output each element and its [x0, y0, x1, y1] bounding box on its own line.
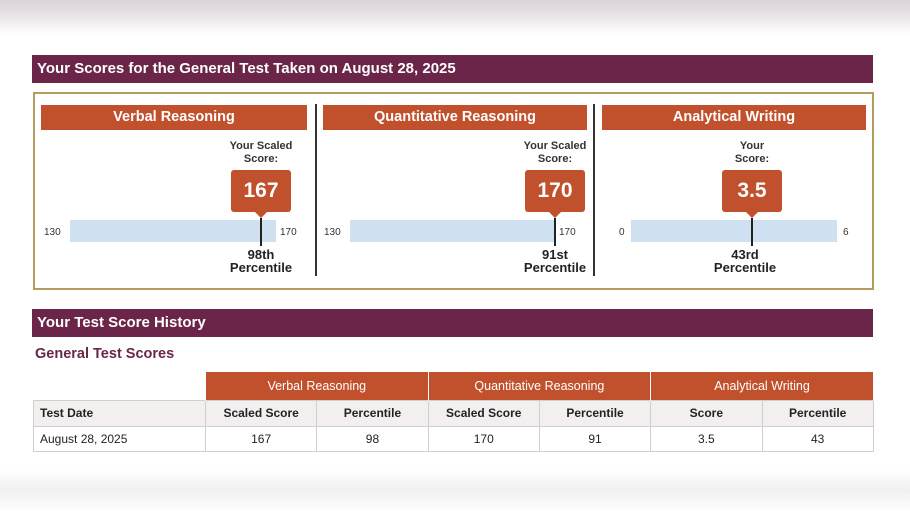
table-row: August 28, 2025 167 98 170 91 3.5 43 — [33, 425, 874, 452]
history-subtitle: General Test Scores — [35, 346, 175, 362]
verbal-score-caption: Your Scaled Score: — [216, 140, 306, 166]
percentile-word: Percentile — [523, 260, 587, 275]
percentile-value: 43rd — [731, 247, 759, 262]
writing-percentile: 43rd Percentile — [700, 248, 790, 274]
table-cell: 98 — [316, 425, 429, 452]
writing-score-marker — [751, 218, 753, 246]
writing-scale-min: 0 — [619, 227, 625, 238]
score-history-table: Verbal Reasoning Quantitative Reasoning … — [33, 372, 874, 452]
writing-scale-bar — [631, 220, 837, 242]
quant-scale-min: 130 — [324, 227, 341, 238]
table-header-cell: Test Date — [33, 399, 206, 427]
bottom-edge-shadow — [0, 470, 910, 512]
table-cell: 43 — [761, 425, 874, 452]
history-section-title: Your Test Score History — [32, 309, 873, 337]
caption-line: Your Scaled — [229, 140, 293, 152]
writing-score-box: 3.5 — [722, 170, 782, 218]
quant-percentile: 91st Percentile — [510, 248, 600, 274]
table-header-cell: Percentile — [538, 399, 652, 427]
scores-section-title: Your Scores for the General Test Taken o… — [32, 55, 873, 83]
table-header-cell: Percentile — [316, 399, 429, 427]
caption-line: Your — [739, 140, 765, 152]
quant-panel-title: Quantitative Reasoning — [323, 105, 587, 130]
table-cell-test-date: August 28, 2025 — [33, 425, 206, 452]
verbal-scale-bar — [70, 220, 276, 242]
top-edge-shadow — [0, 0, 910, 34]
table-cell: 167 — [204, 425, 318, 452]
writing-score-caption: Your Score: — [707, 140, 797, 166]
percentile-word: Percentile — [229, 260, 293, 275]
verbal-scale-max: 170 — [280, 227, 297, 238]
caption-line: Score: — [734, 153, 770, 165]
quant-score-box: 170 — [525, 170, 585, 218]
percentile-value: 91st — [541, 247, 569, 262]
quant-panel: Quantitative Reasoning Your Scaled Score… — [317, 94, 595, 288]
table-header-cell: Scaled Score — [427, 399, 540, 427]
verbal-panel-title: Verbal Reasoning — [41, 105, 307, 130]
panel-divider — [315, 104, 317, 276]
table-group-blank — [33, 372, 206, 400]
table-group-verbal: Verbal Reasoning — [205, 372, 429, 400]
table-cell: 3.5 — [650, 425, 763, 452]
percentile-word: Percentile — [713, 260, 777, 275]
table-header-row: Test Date Scaled Score Percentile Scaled… — [33, 399, 874, 427]
quant-score-marker — [554, 218, 556, 246]
verbal-percentile: 98th Percentile — [216, 248, 306, 274]
table-cell: 91 — [538, 425, 652, 452]
caption-line: Score: — [537, 153, 573, 165]
quant-scale-max: 170 — [559, 227, 576, 238]
verbal-score-box: 167 — [231, 170, 291, 218]
writing-panel-title: Analytical Writing — [602, 105, 866, 130]
table-cell: 170 — [427, 425, 540, 452]
panel-divider — [593, 104, 595, 276]
verbal-score-marker — [260, 218, 262, 246]
table-group-quant: Quantitative Reasoning — [427, 372, 652, 400]
table-header-cell: Score — [650, 399, 763, 427]
scores-box: Verbal Reasoning Your Scaled Score: 167 … — [33, 92, 874, 290]
table-header-cell: Percentile — [761, 399, 874, 427]
quant-score-caption: Your Scaled Score: — [510, 140, 600, 166]
table-header-cell: Scaled Score — [204, 399, 318, 427]
caption-line: Your Scaled — [523, 140, 587, 152]
verbal-panel: Verbal Reasoning Your Scaled Score: 167 … — [35, 94, 315, 288]
writing-panel: Analytical Writing Your Score: 3.5 0 6 4… — [595, 94, 872, 288]
table-group-writing: Analytical Writing — [650, 372, 874, 400]
writing-scale-max: 6 — [843, 227, 849, 238]
quant-scale-bar — [350, 220, 555, 242]
table-group-header-row: Verbal Reasoning Quantitative Reasoning … — [33, 372, 874, 400]
verbal-scale-min: 130 — [44, 227, 61, 238]
caption-line: Score: — [243, 153, 279, 165]
percentile-value: 98th — [247, 247, 275, 262]
